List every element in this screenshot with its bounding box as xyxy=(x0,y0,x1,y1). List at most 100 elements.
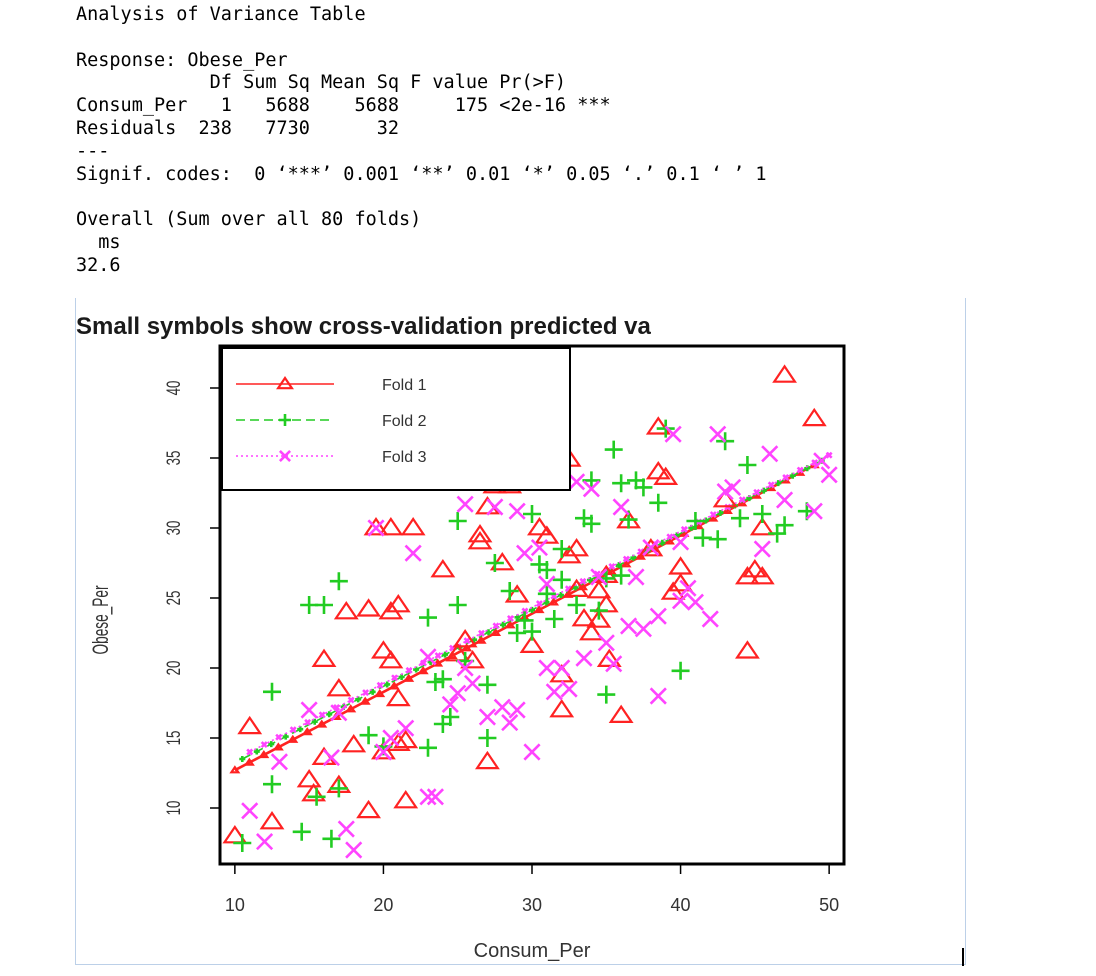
predicted-marker xyxy=(369,688,376,695)
text-cursor xyxy=(962,948,964,966)
data-point-fold1 xyxy=(393,729,419,749)
y-tick-label: 30 xyxy=(164,521,185,536)
predicted-marker xyxy=(608,563,616,570)
data-point-fold2 xyxy=(545,610,564,628)
x-tick-label: 40 xyxy=(671,895,691,915)
data-point-fold1 xyxy=(579,622,604,641)
data-point-fold2 xyxy=(567,596,586,614)
data-point-fold3 xyxy=(672,592,690,610)
predicted-marker xyxy=(403,673,415,682)
data-point-fold2 xyxy=(433,670,452,689)
data-point-fold3 xyxy=(486,498,504,516)
predicted-marker xyxy=(490,627,502,637)
data-point-fold2 xyxy=(582,471,601,490)
data-point-fold3 xyxy=(345,841,363,859)
data-point-fold3 xyxy=(456,659,474,677)
data-point-fold3 xyxy=(634,620,652,638)
data-point-fold3 xyxy=(419,788,437,806)
predicted-marker xyxy=(548,597,560,606)
predicted-marker xyxy=(434,652,442,660)
data-point-fold3 xyxy=(709,425,727,443)
predicted-marker xyxy=(405,666,413,674)
predicted-marker xyxy=(316,719,328,728)
console-line: Response: Obese_Per xyxy=(76,49,288,71)
data-point-fold2 xyxy=(419,738,437,757)
data-point-fold3 xyxy=(753,540,771,558)
console-line: Df Sum Sq Mean Sq F value Pr(>F) xyxy=(76,72,567,94)
data-point-fold1 xyxy=(378,517,404,536)
predicted-marker xyxy=(243,757,255,766)
data-point-fold3 xyxy=(270,753,288,771)
data-point-fold3 xyxy=(523,743,541,761)
predicted-marker xyxy=(738,496,746,504)
data-point-fold3 xyxy=(776,491,794,509)
predicted-marker xyxy=(680,525,688,533)
data-point-fold1 xyxy=(311,648,337,667)
data-point-fold2 xyxy=(753,505,772,523)
legend-marker-2 xyxy=(279,414,291,426)
console-output: Analysis of Variance Table Response: Obes… xyxy=(76,4,767,278)
data-point-fold1 xyxy=(393,790,419,809)
x-tick-label: 50 xyxy=(819,895,839,915)
data-point-fold2 xyxy=(329,779,348,798)
data-point-fold1 xyxy=(772,364,797,383)
predicted-marker xyxy=(521,607,529,615)
data-point-fold3 xyxy=(322,749,340,767)
data-point-fold2 xyxy=(604,440,623,459)
data-point-fold1 xyxy=(801,407,827,427)
legend-label-1: Fold 1 xyxy=(382,377,427,394)
chart-title: Small symbols show cross-validation pred… xyxy=(76,313,652,340)
predicted-marker xyxy=(492,622,500,630)
data-point-fold3 xyxy=(605,655,623,673)
data-point-fold2 xyxy=(307,787,326,806)
data-point-fold2 xyxy=(649,493,668,512)
predicted-marker xyxy=(388,681,400,690)
predicted-marker xyxy=(374,688,386,698)
data-point-fold1 xyxy=(564,578,589,597)
data-point-fold1 xyxy=(749,517,775,536)
data-point-fold1 xyxy=(400,517,426,536)
scatter-plot: Small symbols show cross-validation pred… xyxy=(76,313,846,962)
data-point-fold2 xyxy=(233,834,252,852)
data-point-fold3 xyxy=(590,568,608,586)
data-point-fold2 xyxy=(426,673,445,691)
data-point-fold3 xyxy=(404,544,422,562)
data-point-fold1 xyxy=(385,687,411,707)
predicted-marker xyxy=(506,614,514,622)
predicted-marker xyxy=(347,696,355,704)
predicted-marker xyxy=(282,733,289,740)
data-point-fold1 xyxy=(430,559,456,578)
data-point-fold1 xyxy=(326,678,352,697)
predicted-marker xyxy=(760,487,767,494)
data-point-fold1 xyxy=(341,734,367,753)
predicted-marker xyxy=(297,726,304,733)
data-point-fold1 xyxy=(596,648,622,667)
data-point-fold2 xyxy=(671,661,690,680)
data-point-fold3 xyxy=(761,445,779,463)
predicted-marker xyxy=(579,577,587,585)
predicted-marker xyxy=(504,620,516,629)
y-axis-label: Obese_Per xyxy=(88,586,114,655)
data-point-fold1 xyxy=(527,517,552,536)
predicted-marker xyxy=(586,577,593,584)
data-point-fold2 xyxy=(263,682,281,701)
data-point-fold3 xyxy=(464,674,482,692)
predicted-marker xyxy=(485,629,492,636)
data-point-fold1 xyxy=(519,634,545,653)
data-point-fold3 xyxy=(337,820,355,838)
predicted-marker xyxy=(666,533,674,541)
y-tick-label: 15 xyxy=(164,731,185,746)
predicted-marker xyxy=(475,635,487,644)
console-line: Signif. codes: 0 ‘***’ 0.001 ‘**’ 0.01 ‘… xyxy=(76,163,767,185)
data-point-fold3 xyxy=(516,544,534,562)
data-point-fold1 xyxy=(460,650,485,669)
predicted-marker xyxy=(318,711,326,719)
data-point-fold1 xyxy=(296,769,322,788)
console-line: Analysis of Variance Table xyxy=(76,4,366,25)
data-point-fold2 xyxy=(523,622,541,641)
data-point-fold2 xyxy=(448,512,467,530)
y-tick-label: 25 xyxy=(164,591,185,606)
predicted-marker xyxy=(461,643,473,652)
data-point-fold2 xyxy=(523,505,541,523)
data-point-fold3 xyxy=(612,498,630,516)
